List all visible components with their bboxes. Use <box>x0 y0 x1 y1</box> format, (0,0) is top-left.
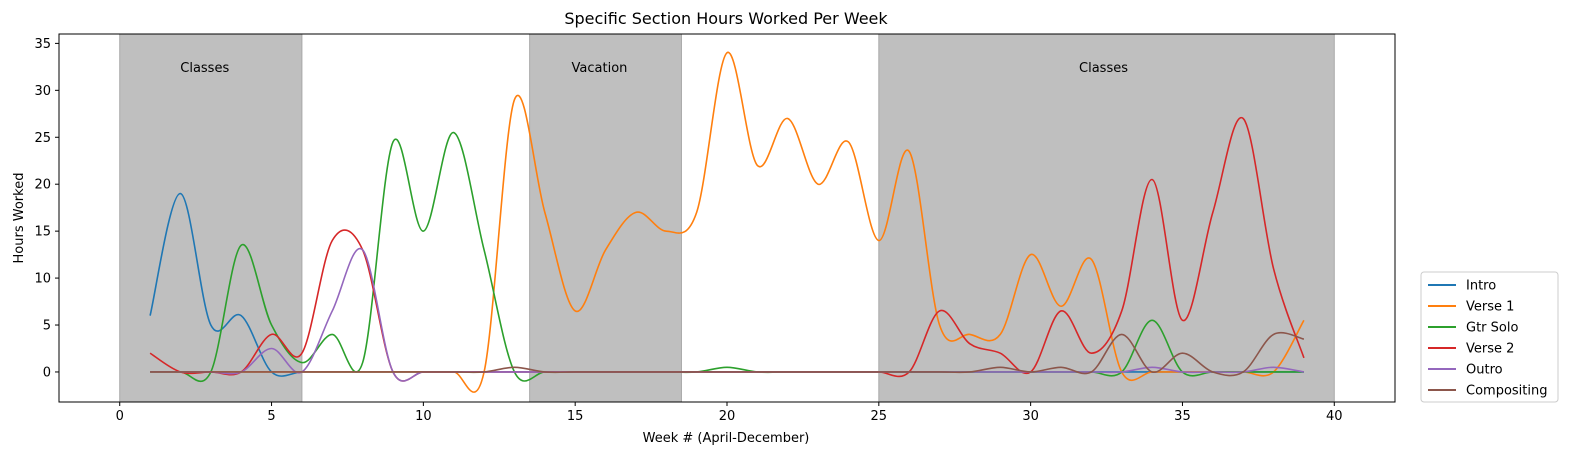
band-1 <box>529 33 682 403</box>
legend-label: Verse 2 <box>1466 342 1514 357</box>
x-tick-label: 20 <box>719 409 736 424</box>
x-tick-label: 35 <box>1174 409 1191 424</box>
band-0 <box>119 33 303 403</box>
x-tick-label: 10 <box>415 409 432 424</box>
band-label-1: Vacation <box>572 61 628 76</box>
y-tick-label: 30 <box>34 84 51 99</box>
band-label-0: Classes <box>180 61 229 76</box>
legend-entries: Intro Verse 1 Gtr Solo Verse 2 Outro Composit… <box>1428 279 1548 399</box>
band-labels: Classes Vacation Classes <box>180 61 1128 76</box>
x-tick-label: 40 <box>1326 409 1343 424</box>
series-lines <box>149 51 1305 393</box>
y-tick-label: 5 <box>43 319 51 334</box>
y-tick-label: 35 <box>34 37 51 52</box>
band-label-2: Classes <box>1079 61 1128 76</box>
legend-label: Intro <box>1466 279 1496 294</box>
y-tick-label: 10 <box>34 272 51 287</box>
x-tick-label: 0 <box>116 409 124 424</box>
x-axis-label: Week # (April-December) <box>643 431 810 446</box>
legend-label: Verse 1 <box>1466 300 1514 315</box>
y-tick-label: 20 <box>34 178 51 193</box>
y-tick-label: 0 <box>43 365 51 380</box>
x-tick-label: 15 <box>567 409 584 424</box>
y-axis-label: Hours Worked <box>12 173 27 264</box>
x-axis-ticks: 0 5 10 15 20 25 30 35 40 <box>116 402 1343 424</box>
y-axis-ticks: 0 5 10 15 20 25 30 35 <box>34 37 59 380</box>
x-tick-label: 25 <box>871 409 888 424</box>
x-tick-label: 30 <box>1022 409 1039 424</box>
chart-title: Specific Section Hours Worked Per Week <box>564 9 888 28</box>
y-tick-label: 25 <box>34 131 51 146</box>
x-tick-label: 5 <box>267 409 275 424</box>
legend: Intro Verse 1 Gtr Solo Verse 2 Outro Composit… <box>1420 271 1559 403</box>
series-line-compositing <box>150 331 1305 377</box>
band-2 <box>878 33 1335 403</box>
legend-label: Outro <box>1466 363 1503 378</box>
legend-label: Gtr Solo <box>1466 321 1518 336</box>
y-tick-label: 15 <box>34 225 51 240</box>
legend-label: Compositing <box>1466 384 1548 399</box>
